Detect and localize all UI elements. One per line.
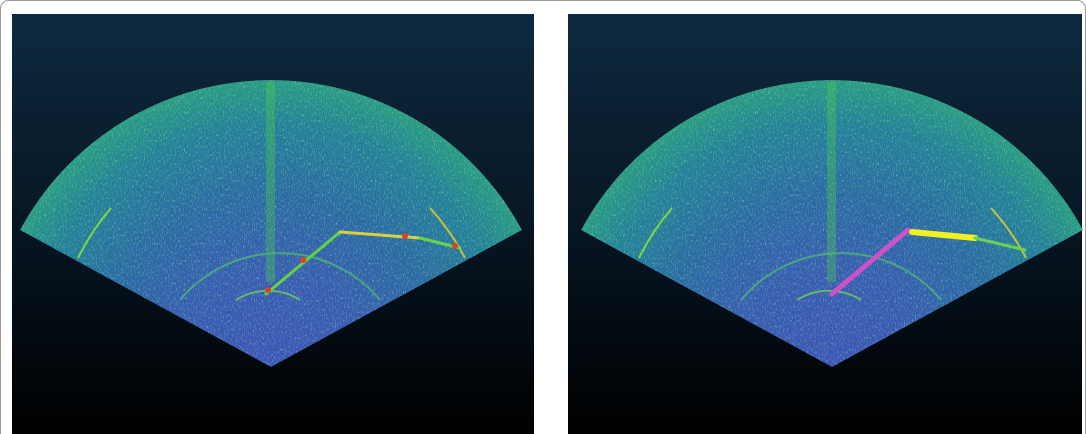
hotspot	[300, 257, 306, 263]
hotspot	[265, 287, 271, 293]
center-stripe	[827, 82, 836, 282]
hotspot	[452, 243, 458, 249]
center-stripe	[266, 82, 275, 282]
page	[0, 0, 1086, 434]
sonar-figure	[0, 0, 1086, 434]
hotspot	[402, 233, 408, 239]
